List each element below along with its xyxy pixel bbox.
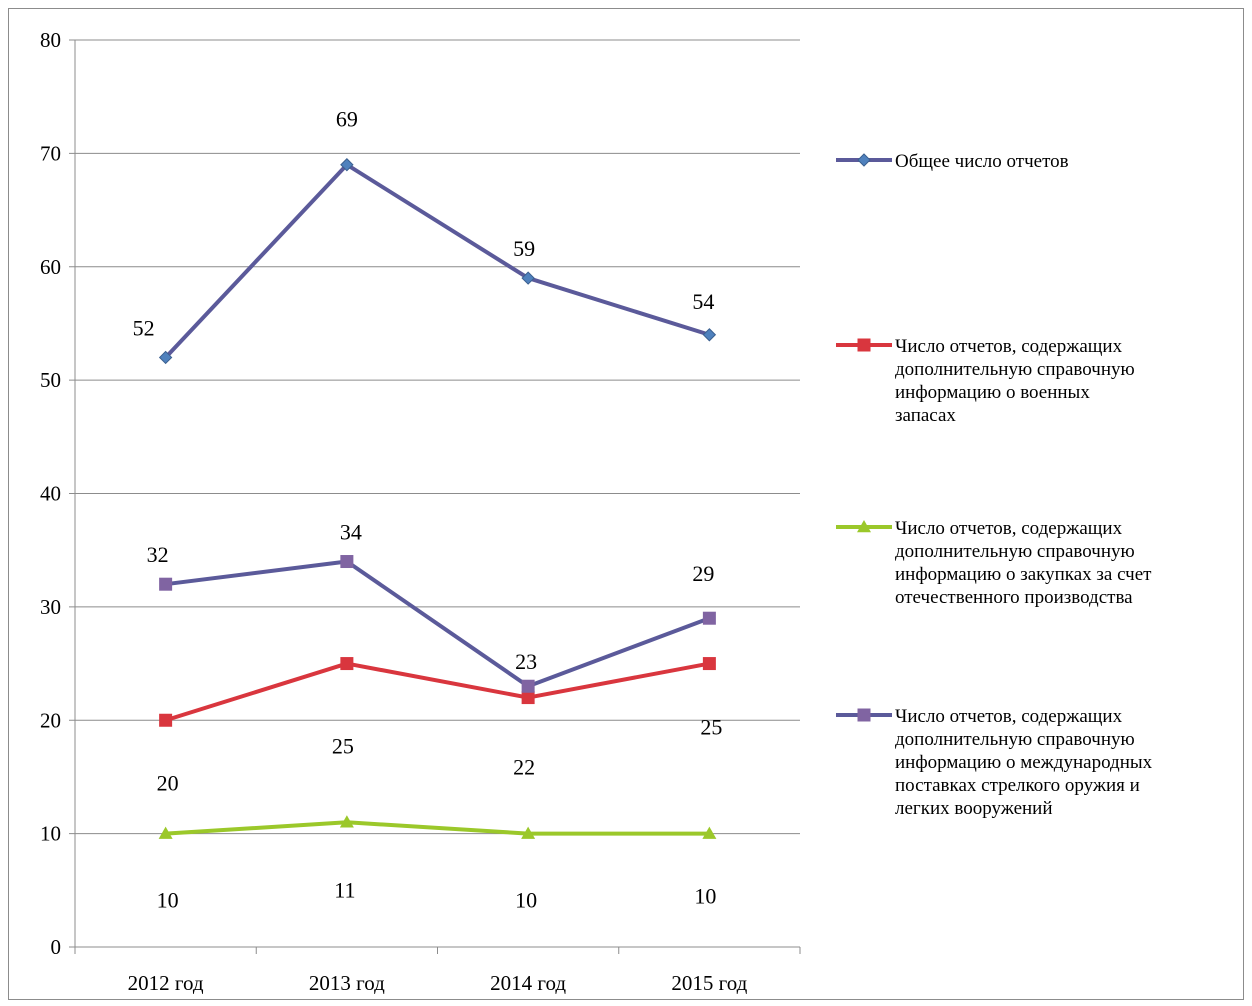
data-point <box>521 691 535 705</box>
data-label: 20 <box>157 770 179 795</box>
series-lines <box>164 162 711 836</box>
x-tick-label: 2014 год <box>490 971 566 995</box>
data-label: 29 <box>692 561 714 586</box>
data-label: 10 <box>694 884 716 909</box>
y-tick-label: 40 <box>40 482 61 506</box>
data-point <box>158 826 173 839</box>
data-label: 69 <box>336 107 358 132</box>
data-label: 23 <box>515 649 537 674</box>
data-point <box>340 657 354 671</box>
y-tick-label: 20 <box>40 708 61 732</box>
legend-entry-text: Число отчетов, содержащих <box>895 518 1123 539</box>
data-point <box>521 826 536 839</box>
data-point <box>521 271 535 285</box>
data-label: 22 <box>513 755 535 780</box>
data-point <box>702 611 716 625</box>
data-point <box>702 328 717 342</box>
data-point <box>159 713 173 727</box>
y-tick-label: 10 <box>40 822 61 846</box>
data-label: 25 <box>332 734 354 759</box>
x-tick-labels: 2012 год 2013 год 2014 год 2015 год <box>128 971 748 995</box>
data-point <box>521 679 535 693</box>
legend-entry-text: отечественного производства <box>895 587 1133 608</box>
data-label: 25 <box>700 715 722 740</box>
legend-marker <box>857 708 871 722</box>
data-label: 34 <box>340 520 362 545</box>
series-line <box>165 559 711 689</box>
data-label: 52 <box>133 315 155 340</box>
data-label: 11 <box>334 877 355 902</box>
legend-marker <box>857 520 871 533</box>
legend-entry-text: информацию о международных <box>895 752 1153 773</box>
data-point <box>702 826 717 839</box>
legend-entry-text: Общее число отчетов <box>895 151 1069 172</box>
x-tick-label: 2013 год <box>309 971 385 995</box>
y-tick-label: 0 <box>51 935 62 959</box>
axes <box>69 39 801 954</box>
legend-marker <box>857 153 871 167</box>
legend: Общее число отчетов Число отчетов, содерж… <box>836 151 1153 819</box>
data-label: 54 <box>692 289 714 314</box>
legend-entry-text: информацию о закупках за счет <box>895 564 1152 585</box>
y-tick-label: 70 <box>40 141 61 165</box>
data-point <box>339 815 354 828</box>
y-tick-label: 30 <box>40 595 61 619</box>
data-point <box>702 657 716 671</box>
data-label: 10 <box>515 888 537 913</box>
legend-entry-text: дополнительную справочную <box>895 359 1135 380</box>
legend-marker <box>857 338 871 352</box>
x-tick-label: 2015 год <box>671 971 747 995</box>
data-label: 10 <box>157 888 179 913</box>
x-tick-label: 2012 год <box>128 971 204 995</box>
y-tick-labels: 0 10 20 30 40 50 60 70 80 <box>40 28 61 959</box>
data-label: 32 <box>147 542 169 567</box>
legend-entry-text: Число отчетов, содержащих <box>895 706 1123 727</box>
legend-entry-text: дополнительную справочную <box>895 729 1135 750</box>
data-point <box>159 577 173 591</box>
data-point <box>340 555 354 569</box>
series-line <box>164 162 710 359</box>
series-markers <box>158 158 717 839</box>
series-line <box>165 820 710 836</box>
y-tick-label: 80 <box>40 28 61 52</box>
y-tick-label: 60 <box>40 255 61 279</box>
data-point <box>158 350 173 365</box>
series-line <box>165 661 710 723</box>
legend-entry-text: дополнительную справочную <box>895 541 1135 562</box>
data-point <box>340 158 354 172</box>
legend-entry-text: легких вооружений <box>895 798 1053 819</box>
data-label: 59 <box>513 236 535 261</box>
y-tick-label: 50 <box>40 368 61 392</box>
legend-entry-text: поставках стрелкого оружия и <box>895 775 1140 796</box>
legend-entry-text: Число отчетов, содержащих <box>895 336 1123 357</box>
data-labels: 52 69 59 54 20 25 22 25 10 11 10 10 32 34 23 29 <box>133 107 723 913</box>
legend-entry-text: информацию о военных <box>895 382 1090 403</box>
legend-entry-text: запасах <box>895 405 956 426</box>
